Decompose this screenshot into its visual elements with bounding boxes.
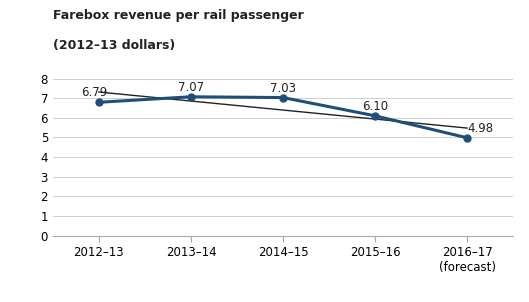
Text: 7.07: 7.07 [178, 81, 204, 94]
Text: 6.79: 6.79 [81, 86, 107, 99]
Text: (2012–13 dollars): (2012–13 dollars) [53, 39, 175, 52]
Text: Farebox revenue per rail passenger: Farebox revenue per rail passenger [53, 9, 304, 22]
Text: 7.03: 7.03 [270, 82, 296, 95]
Text: 4.98: 4.98 [468, 122, 494, 135]
Text: 6.10: 6.10 [362, 100, 388, 113]
Legend: Trendline: Trendline [211, 301, 309, 302]
